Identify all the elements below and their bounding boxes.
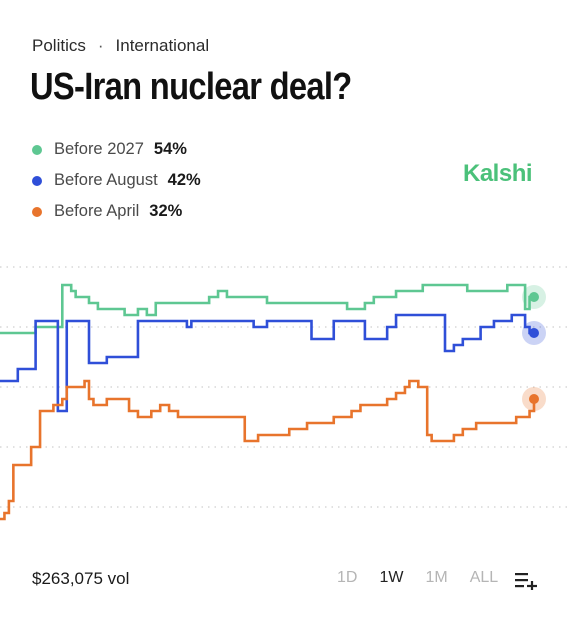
legend-dot bbox=[32, 175, 42, 186]
range-tab-1d[interactable]: 1D bbox=[337, 569, 358, 586]
series-line-before-april bbox=[0, 379, 536, 521]
chart-legend: Before 2027 54% Before August 42% Before… bbox=[32, 134, 201, 227]
legend-dot bbox=[32, 144, 42, 155]
volume-text: $263,075 vol bbox=[32, 569, 130, 588]
legend-item-before-august: Before August 42% bbox=[32, 165, 201, 196]
breadcrumb-subcategory[interactable]: International bbox=[115, 36, 210, 55]
breadcrumb-separator: · bbox=[97, 36, 104, 55]
list-add-icon[interactable] bbox=[514, 570, 538, 590]
kalshi-logo: Kalshi bbox=[463, 160, 533, 187]
endpoint-dot-before-2027 bbox=[529, 292, 539, 302]
legend-item-before-april: Before April 32% bbox=[32, 196, 201, 227]
legend-value: 54% bbox=[153, 140, 187, 158]
page-title: US-Iran nuclear deal? bbox=[30, 66, 352, 108]
endpoint-dot-before-april bbox=[529, 394, 539, 404]
breadcrumb-category[interactable]: Politics bbox=[32, 36, 86, 55]
range-tab-1w[interactable]: 1W bbox=[379, 569, 404, 586]
legend-value: 42% bbox=[167, 171, 201, 189]
range-tab-1m[interactable]: 1M bbox=[425, 569, 448, 586]
time-range-selector: 1D 1W 1M ALL bbox=[337, 569, 520, 587]
endpoint-dot-before-august bbox=[529, 328, 539, 338]
legend-dot bbox=[32, 206, 42, 217]
legend-label: Before 2027 bbox=[54, 140, 144, 158]
range-tab-all[interactable]: ALL bbox=[469, 569, 499, 586]
series-line-before-august bbox=[0, 313, 534, 413]
legend-value: 32% bbox=[149, 202, 183, 220]
legend-label: Before April bbox=[54, 202, 140, 220]
series-line-before-2027 bbox=[0, 283, 534, 335]
breadcrumb: Politics · International bbox=[32, 36, 209, 56]
legend-label: Before August bbox=[54, 171, 158, 189]
legend-item-before-2027: Before 2027 54% bbox=[32, 134, 201, 165]
